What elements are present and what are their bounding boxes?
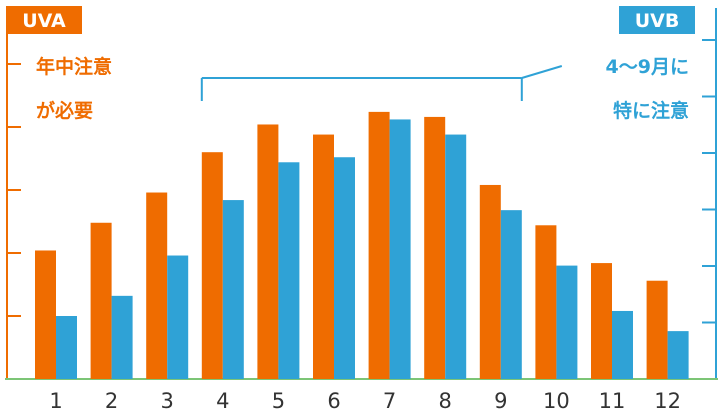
uva-badge-label: UVA <box>22 10 66 32</box>
uvb-bar-7 <box>389 119 411 379</box>
uvb-range-bracket <box>200 65 563 101</box>
x-tick-label-6: 6 <box>327 389 340 413</box>
uva-note-line1: 年中注意 <box>36 55 112 78</box>
uva-bar-3 <box>146 192 168 379</box>
x-tick-label-8: 8 <box>439 389 452 413</box>
x-tick-label-4: 4 <box>216 389 229 413</box>
x-tick-label-12: 12 <box>654 389 681 413</box>
x-tick-label-9: 9 <box>494 389 507 413</box>
x-tick-label-7: 7 <box>383 389 396 413</box>
uva-bar-11 <box>591 263 612 379</box>
uvb-note-line1: 4〜9月に <box>606 56 689 78</box>
uvb-badge-label: UVB <box>635 10 680 32</box>
x-tick-label-5: 5 <box>272 389 285 413</box>
uvb-badge: UVB <box>619 6 695 34</box>
uva-bar-6 <box>313 134 334 379</box>
uva-bar-5 <box>257 124 279 379</box>
x-tick-label-1: 1 <box>49 389 62 413</box>
uvb-bar-12 <box>667 331 689 379</box>
uvb-bar-10 <box>556 265 578 379</box>
bracket-leader <box>521 65 563 79</box>
uvb-bar-4 <box>222 200 244 379</box>
uvb-bar-3 <box>167 255 189 379</box>
uva-bar-2 <box>90 222 112 379</box>
uva-bar-1 <box>35 250 56 379</box>
uvb-bar-9 <box>500 210 522 379</box>
uva-bar-12 <box>646 280 668 379</box>
uvb-bar-2 <box>111 295 133 379</box>
uva-bar-8 <box>424 116 446 380</box>
uvb-note-line2: 特に注意 <box>613 99 689 122</box>
x-tick-label-11: 11 <box>599 389 626 413</box>
uvb-bar-8 <box>445 134 467 379</box>
uva-bar-9 <box>479 184 501 379</box>
x-tick-label-3: 3 <box>161 389 174 413</box>
uvb-bar-5 <box>278 162 300 379</box>
uvb-bar-6 <box>334 157 355 379</box>
uva-bar-7 <box>368 111 390 379</box>
uva-bar-4 <box>201 152 223 379</box>
uva-note-line2: が必要 <box>36 99 93 122</box>
x-tick-label-2: 2 <box>105 389 118 413</box>
uvb-bar-1 <box>56 316 77 379</box>
x-tick-label-10: 10 <box>543 389 570 413</box>
uvb-bar-11 <box>612 310 633 379</box>
uva-bar-10 <box>535 225 557 379</box>
uva-badge: UVA <box>6 6 82 34</box>
